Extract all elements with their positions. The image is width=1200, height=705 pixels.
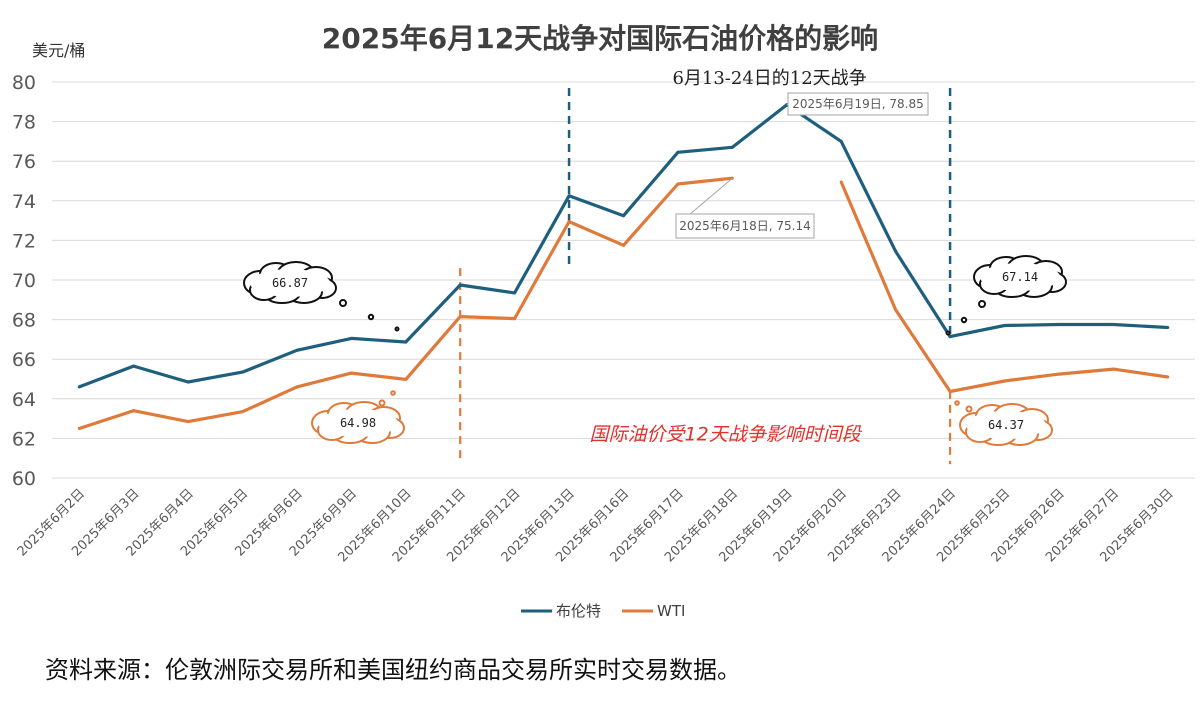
- y-tick-label: 64: [12, 389, 36, 411]
- war-period-label: 6月13-24日的12天战争: [672, 68, 866, 89]
- y-tick-label: 72: [12, 230, 36, 252]
- data-point-brent: [349, 336, 353, 340]
- cloud-wti-before-text: 64.98: [340, 416, 376, 430]
- y-tick-label: 66: [12, 349, 36, 371]
- cloud-wti-before: 64.98: [311, 390, 405, 444]
- cloud-tail-dot: [945, 330, 951, 336]
- legend: 布伦特 WTI: [521, 602, 685, 620]
- data-point-brent: [839, 139, 843, 143]
- data-point-wti: [676, 182, 680, 186]
- data-point-brent: [186, 380, 190, 384]
- impact-period-label: 国际油价受12天战争影响时间段: [590, 423, 863, 445]
- cloud-tail-dot: [960, 316, 968, 324]
- source-note: 资料来源：伦敦洲际交易所和美国纽约商品交易所实时交易数据。: [45, 656, 741, 684]
- data-point-wti: [404, 377, 408, 381]
- data-point-brent: [676, 150, 680, 154]
- data-point-wti: [241, 410, 244, 414]
- data-point-wti: [458, 315, 462, 319]
- data-point-wti: [1057, 372, 1061, 376]
- data-point-brent: [404, 340, 408, 344]
- data-point-brent: [894, 249, 898, 253]
- y-tick-label: 76: [12, 151, 36, 173]
- data-point-brent: [458, 283, 462, 287]
- data-point-wti: [1111, 367, 1115, 371]
- y-axis-ticks: 60 62 64 66 68 70 72 74 76 78 80: [12, 72, 36, 490]
- cloud-tail-dot: [339, 299, 347, 307]
- data-point-wti: [622, 243, 625, 247]
- y-tick-label: 80: [12, 72, 36, 94]
- data-point-brent: [513, 291, 517, 295]
- cloud-brent-before-text: 66.87: [272, 276, 308, 290]
- gridlines: [52, 81, 1195, 479]
- cloud-tail-dot: [378, 399, 386, 407]
- data-point-brent: [1003, 324, 1006, 328]
- y-tick-label: 68: [12, 310, 36, 332]
- cloud-tail-dot: [978, 300, 986, 308]
- callout-brent-peak: 2025年6月19日, 78.85: [786, 92, 929, 116]
- cloud-tail-dot: [367, 313, 375, 321]
- data-point-brent: [1166, 326, 1170, 330]
- data-point-wti: [77, 427, 81, 430]
- data-point-wti: [349, 371, 353, 375]
- legend-label-brent: 布伦特: [556, 602, 601, 620]
- cloud-fill: [966, 411, 1046, 439]
- cloud-tail-dot: [394, 326, 400, 332]
- callouts: 2025年6月19日, 78.85 2025年6月18日, 75.14: [675, 92, 929, 239]
- y-tick-label: 78: [12, 112, 36, 134]
- data-point-brent: [622, 214, 625, 218]
- data-point-brent: [77, 385, 81, 389]
- cloud-brent-after: 67.14: [945, 255, 1067, 336]
- cloud-brent-before: 66.87: [243, 261, 400, 332]
- data-point-brent: [1057, 323, 1061, 327]
- cloud-tail-dot: [390, 390, 396, 396]
- data-point-brent: [567, 194, 571, 198]
- data-point-wti: [1003, 379, 1006, 383]
- callout-wti-peak: 2025年6月18日, 75.14: [675, 177, 815, 239]
- y-tick-label: 60: [12, 468, 36, 490]
- chart-title: 2025年6月12天战争对国际石油价格的影响: [322, 22, 878, 55]
- data-point-wti: [295, 385, 299, 389]
- y-axis-unit: 美元/桶: [32, 41, 85, 60]
- data-point-brent: [948, 335, 952, 339]
- data-point-brent: [295, 348, 299, 352]
- data-point-wti: [948, 389, 952, 393]
- cloud-wti-after-text: 64.37: [988, 418, 1024, 432]
- data-point-wti: [132, 409, 136, 413]
- x-axis-ticks: 2025年6月2日2025年6月3日2025年6月4日2025年6月5日2025…: [15, 486, 1177, 565]
- legend-label-wti: WTI: [657, 602, 685, 620]
- data-point-wti: [894, 308, 898, 312]
- y-tick-label: 62: [12, 428, 36, 450]
- series-lines: [77, 103, 1170, 431]
- data-point-brent: [1111, 323, 1115, 327]
- period-dividers: [459, 87, 952, 465]
- cloud-wti-after: 64.37: [954, 400, 1053, 446]
- cloud-fill: [980, 263, 1060, 291]
- callout-brent-peak-text: 2025年6月19日, 78.85: [792, 97, 923, 111]
- data-point-brent: [132, 364, 136, 368]
- data-point-brent: [241, 370, 244, 374]
- data-point-wti: [513, 317, 517, 321]
- cloud-fill: [318, 409, 398, 437]
- thought-clouds: 66.87 64.98 67.14 64.37: [243, 255, 1067, 446]
- data-point-wti: [839, 180, 843, 184]
- callout-wti-peak-text: 2025年6月18日, 75.14: [679, 219, 810, 233]
- data-point-brent: [730, 145, 734, 149]
- cloud-fill: [250, 269, 330, 297]
- cloud-tail-dot: [954, 400, 960, 406]
- data-point-wti: [186, 420, 190, 424]
- data-point-wti: [1166, 375, 1170, 379]
- data-point-wti: [567, 220, 571, 224]
- y-tick-label: 74: [12, 191, 36, 213]
- y-tick-label: 70: [12, 270, 36, 292]
- cloud-tail-dot: [965, 405, 973, 413]
- cloud-brent-after-text: 67.14: [1002, 270, 1038, 284]
